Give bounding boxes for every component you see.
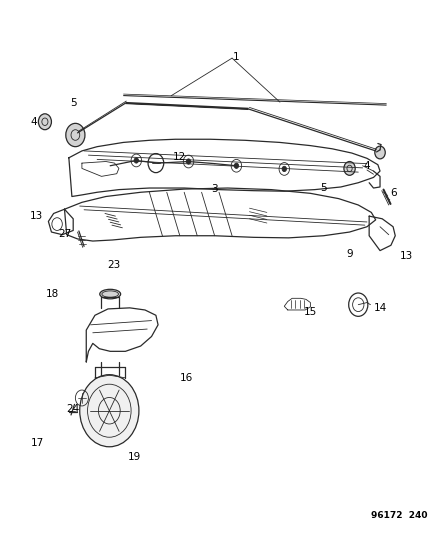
- Text: 5: 5: [320, 183, 327, 193]
- Circle shape: [186, 159, 191, 164]
- Circle shape: [80, 375, 139, 447]
- Text: 1: 1: [233, 52, 240, 62]
- Text: 13: 13: [399, 251, 413, 261]
- Text: 23: 23: [107, 260, 120, 270]
- Text: 5: 5: [70, 98, 77, 108]
- Text: 13: 13: [30, 211, 43, 221]
- Ellipse shape: [100, 289, 120, 299]
- Text: 19: 19: [127, 453, 141, 463]
- Text: 4: 4: [31, 117, 37, 127]
- Text: 3: 3: [212, 183, 218, 193]
- Circle shape: [344, 161, 355, 175]
- Text: 14: 14: [374, 303, 387, 313]
- Text: 15: 15: [304, 306, 317, 317]
- Circle shape: [66, 123, 85, 147]
- Circle shape: [184, 155, 194, 168]
- Text: 12: 12: [173, 152, 187, 162]
- Text: 17: 17: [31, 438, 44, 448]
- Text: 9: 9: [346, 249, 353, 260]
- Text: 4: 4: [364, 161, 370, 171]
- Circle shape: [279, 163, 290, 175]
- Circle shape: [375, 146, 385, 159]
- Text: 96172  240: 96172 240: [371, 511, 428, 520]
- Text: 24: 24: [66, 403, 79, 414]
- Circle shape: [231, 159, 242, 172]
- Text: 18: 18: [46, 289, 60, 299]
- Circle shape: [39, 114, 51, 130]
- Circle shape: [234, 163, 239, 168]
- Circle shape: [134, 158, 138, 163]
- Circle shape: [282, 166, 286, 172]
- Text: 27: 27: [58, 229, 71, 239]
- Text: 16: 16: [180, 373, 193, 383]
- Text: 6: 6: [390, 188, 396, 198]
- Circle shape: [131, 154, 141, 167]
